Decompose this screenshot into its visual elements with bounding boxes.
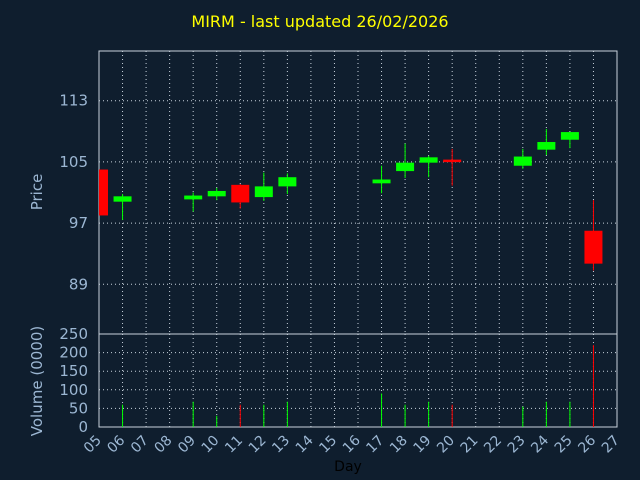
candle-body [537,142,556,150]
x-tick-label: 27 [599,433,623,457]
price-tick-label: 105 [59,153,88,171]
volume-tick-label: 50 [69,399,88,417]
price-panel: 89 97 105 113 [59,50,618,335]
candle-body [419,157,438,163]
volume-axis-label: Volume (0000) [28,326,46,436]
price-tick-label: 97 [69,214,88,232]
x-tick-label: 24 [528,432,552,456]
volume-tick-label: 200 [59,344,88,362]
candle-body [560,132,579,140]
volume-tick-label: 150 [59,362,88,380]
price-tick-label: 89 [69,275,88,293]
x-tick-label: 16 [340,432,364,456]
candle-body [184,195,203,200]
x-tick-label: 08 [152,433,176,457]
candle-body [231,184,250,203]
x-tick-label: 12 [246,433,270,457]
volume-tick-label: 250 [59,325,88,343]
candle-body [207,190,226,197]
volume-plot-frame [98,333,618,428]
x-tick-label: 10 [199,433,223,457]
x-tick-label: 25 [552,433,576,457]
candle-body [396,162,415,172]
x-axis-label: Day [334,459,362,475]
candle-body [584,230,603,264]
candles-group [99,129,603,271]
x-tick-label: 05 [81,433,105,457]
x-tick-label: 09 [175,433,199,457]
price-axis-label: Price [28,174,46,211]
price-tick-label: 113 [59,92,88,110]
x-tick-label: 19 [411,433,435,457]
x-tick-label: 13 [269,433,293,457]
x-tick-label: 23 [505,433,529,457]
candle-body [113,196,132,202]
x-tick-label: 14 [293,432,317,456]
x-tick-label: 15 [316,433,340,457]
volume-tick-label: 0 [78,418,88,436]
candle-body [513,156,532,166]
chart-title: MIRM - last updated 26/02/2026 [191,12,449,31]
x-tick-label: 26 [575,432,599,456]
candle-body [254,186,273,198]
candle-body [372,179,391,184]
x-tick-label: 17 [363,433,387,457]
candle-body [278,177,297,187]
candle-body [443,159,462,163]
candle-body [99,169,108,216]
x-tick-label: 07 [128,433,152,457]
x-tick-label: 21 [458,433,482,457]
x-tick-label: 22 [481,433,505,457]
x-tick-label: 20 [434,433,458,457]
x-tick-label: 18 [387,433,411,457]
volume-tick-label: 100 [59,381,88,399]
x-axis: 05 06 07 08 09 10 11 12 13 14 15 16 17 18 19 20 21 22 23 24… [81,432,623,456]
x-tick-label: 11 [222,433,246,457]
x-tick-label: 06 [104,432,128,456]
